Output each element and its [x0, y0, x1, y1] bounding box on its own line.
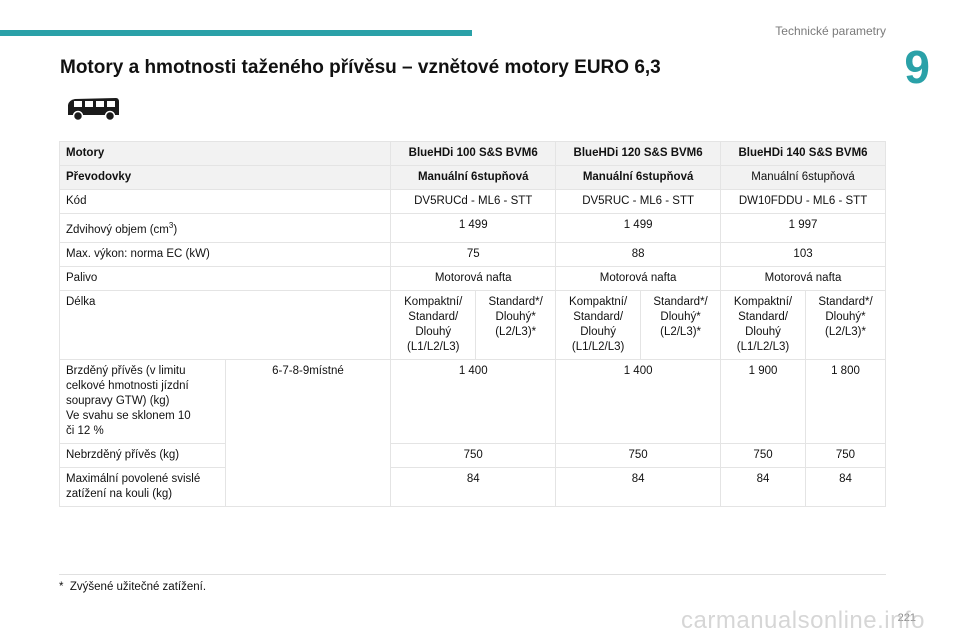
tow-load-value: 84	[720, 466, 806, 507]
watermark: carmanualsonline.info	[681, 607, 925, 634]
braked-value: 1 400	[555, 358, 722, 444]
page-title: Motory a hmotnosti taženého přívěsu – vz…	[60, 57, 661, 78]
displacement-value: 1 997	[720, 213, 886, 243]
code-value: DV5RUC - ML6 - STT	[555, 189, 722, 214]
length-variant-compact: Kompaktní/Standard/Dlouhý (L1/L2/L3)	[555, 289, 642, 360]
table-row-power: Max. výkon: norma EC (kW) 75 88 103	[58, 241, 886, 267]
power-value: 75	[390, 241, 557, 267]
gearbox-value: Manuální 6stupňová	[555, 165, 722, 190]
braked-value: 1 900	[720, 358, 806, 444]
gearbox-value: Manuální 6stupňová	[720, 165, 886, 190]
table-row-engines: Motory BlueHDi 100 S&S BVM6 BlueHDi 120 …	[58, 141, 886, 166]
row-label-code: Kód	[58, 189, 392, 214]
unbraked-value: 750	[555, 442, 722, 468]
footnote-divider	[59, 574, 886, 575]
fuel-value: Motorová nafta	[390, 265, 557, 291]
code-value: DW10FDDU - ML6 - STT	[720, 189, 886, 214]
tow-load-value: 84	[555, 466, 722, 507]
code-value: DV5RUCd - ML6 - STT	[390, 189, 557, 214]
engine-name: BlueHDi 140 S&S BVM6	[720, 141, 886, 166]
section-title: Technické parametry	[775, 24, 886, 38]
power-value: 88	[555, 241, 722, 267]
footnote-text: Zvýšené užitečné zatížení.	[69, 581, 207, 593]
tow-load-value: 84	[390, 466, 557, 507]
table-row-unbraked-trailer: Nebrzděný přívěs (kg) 750 750 750 750	[59, 442, 887, 468]
footnote-marker: *	[59, 581, 64, 593]
chapter-number: 9	[904, 41, 930, 93]
engine-name: BlueHDi 100 S&S BVM6	[390, 141, 557, 166]
length-variant-heavy: Standard*/Dlouhý* (L2/L3)*	[640, 289, 722, 360]
braked-value: 1 800	[804, 358, 887, 444]
header-accent-bar	[0, 30, 472, 36]
footnote: * Zvýšené užitečné zatížení.	[59, 581, 206, 593]
power-value: 103	[720, 241, 886, 267]
row-label-tow-load: Maximální povolené svislé zatížení na kou…	[59, 466, 226, 507]
engine-spec-table: Motory BlueHDi 100 S&S BVM6 BlueHDi 120 …	[58, 141, 887, 507]
fuel-value: Motorová nafta	[720, 265, 886, 291]
displacement-value: 1 499	[390, 213, 557, 243]
length-variant-compact: Kompaktní/Standard/Dlouhý (L1/L2/L3)	[720, 289, 806, 360]
fuel-value: Motorová nafta	[555, 265, 722, 291]
page-number: 221	[897, 612, 916, 624]
braked-value: 1 400	[390, 358, 557, 444]
unbraked-value: 750	[720, 442, 806, 468]
table-row-length: Délka Kompaktní/Standard/Dlouhý (L1/L2/L3…	[58, 289, 887, 360]
table-row-displacement: Zdvihový objem (cm3) 1 499 1 499 1 997	[58, 213, 886, 243]
row-label-fuel: Palivo	[58, 265, 392, 291]
tow-load-value: 84	[804, 466, 887, 507]
table-row-braked-trailer: Brzděný přívěs (v limitu celkové hmotnost…	[59, 358, 887, 507]
table-row-fuel: Palivo Motorová nafta Motorová nafta Mot…	[58, 265, 886, 291]
length-variant-heavy: Standard*/Dlouhý* (L2/L3)*	[475, 289, 557, 360]
van-icon	[68, 98, 119, 122]
engine-name: BlueHDi 120 S&S BVM6	[555, 141, 722, 166]
displacement-value: 1 499	[555, 213, 722, 243]
row-label-length: Délka	[58, 289, 392, 360]
row-label-displacement: Zdvihový objem (cm3)	[58, 213, 392, 243]
gearbox-value: Manuální 6stupňová	[390, 165, 557, 190]
row-label-braked-trailer: Brzděný přívěs (v limitu celkové hmotnost…	[59, 358, 226, 444]
table-row-code: Kód DV5RUCd - ML6 - STT DV5RUC - ML6 - S…	[58, 189, 886, 214]
table-row-gearbox: Převodovky Manuální 6stupňová Manuální 6…	[58, 165, 886, 190]
unit-superscript: 3	[168, 221, 174, 230]
row-label-unbraked-trailer: Nebrzděný přívěs (kg)	[59, 442, 226, 468]
length-variant-heavy: Standard*/Dlouhý* (L2/L3)*	[804, 289, 887, 360]
row-label-gearbox: Převodovky	[58, 165, 392, 190]
seat-config: 6-7-8-9místné	[224, 358, 392, 507]
length-variant-compact: Kompaktní/Standard/Dlouhý (L1/L2/L3)	[390, 289, 477, 360]
table-row-tow-load: Maximální povolené svislé zatížení na kou…	[59, 466, 887, 507]
unbraked-value: 750	[804, 442, 887, 468]
row-label-power: Max. výkon: norma EC (kW)	[58, 241, 392, 267]
unbraked-value: 750	[390, 442, 557, 468]
row-label-engines: Motory	[58, 141, 392, 166]
